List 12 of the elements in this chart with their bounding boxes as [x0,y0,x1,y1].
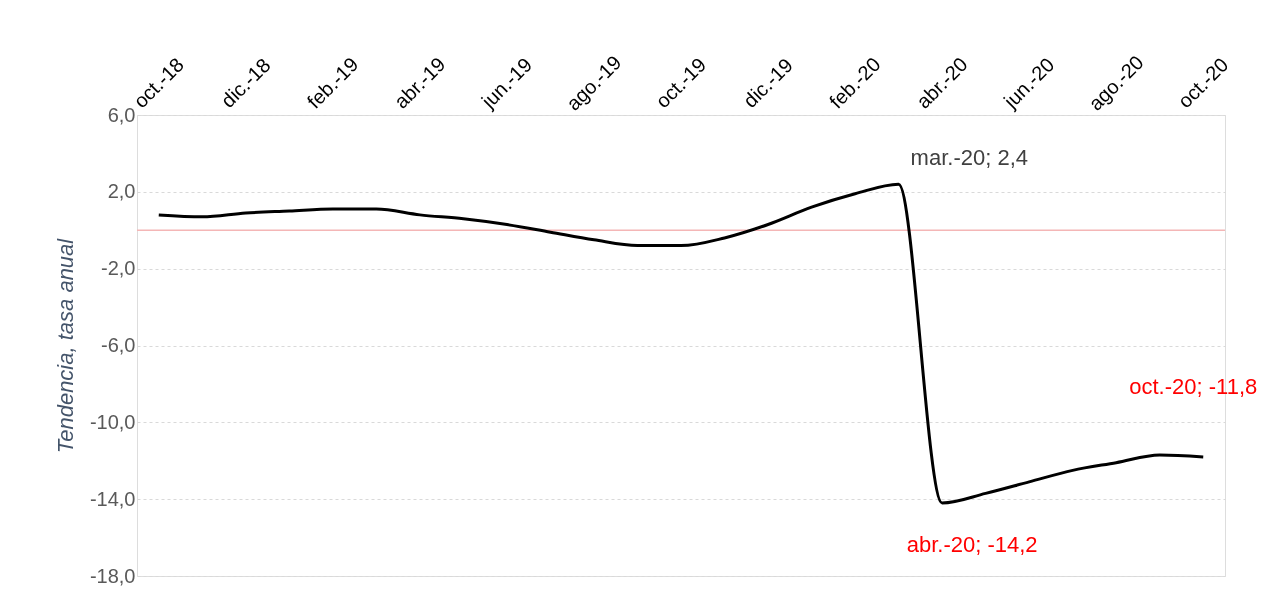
y-tick-label: -6,0 [101,334,136,356]
annotation: mar.-20; 2,4 [910,145,1028,171]
y-tick-label: -18,0 [89,564,136,587]
annotation: abr.-20; -14,2 [906,532,1038,558]
y-tick-label: -2,0 [101,257,136,280]
annotation: oct.-20; -11,8 [1129,373,1258,399]
y-tick-label: -14,0 [89,487,136,510]
y-tick-label: 2,0 [107,180,136,203]
y-tick-label: -10,0 [89,410,136,433]
y-tick-label: 6,0 [107,103,136,126]
line-series [157,182,1205,505]
y-axis-title: Tendencia, tasa anual [52,237,78,454]
